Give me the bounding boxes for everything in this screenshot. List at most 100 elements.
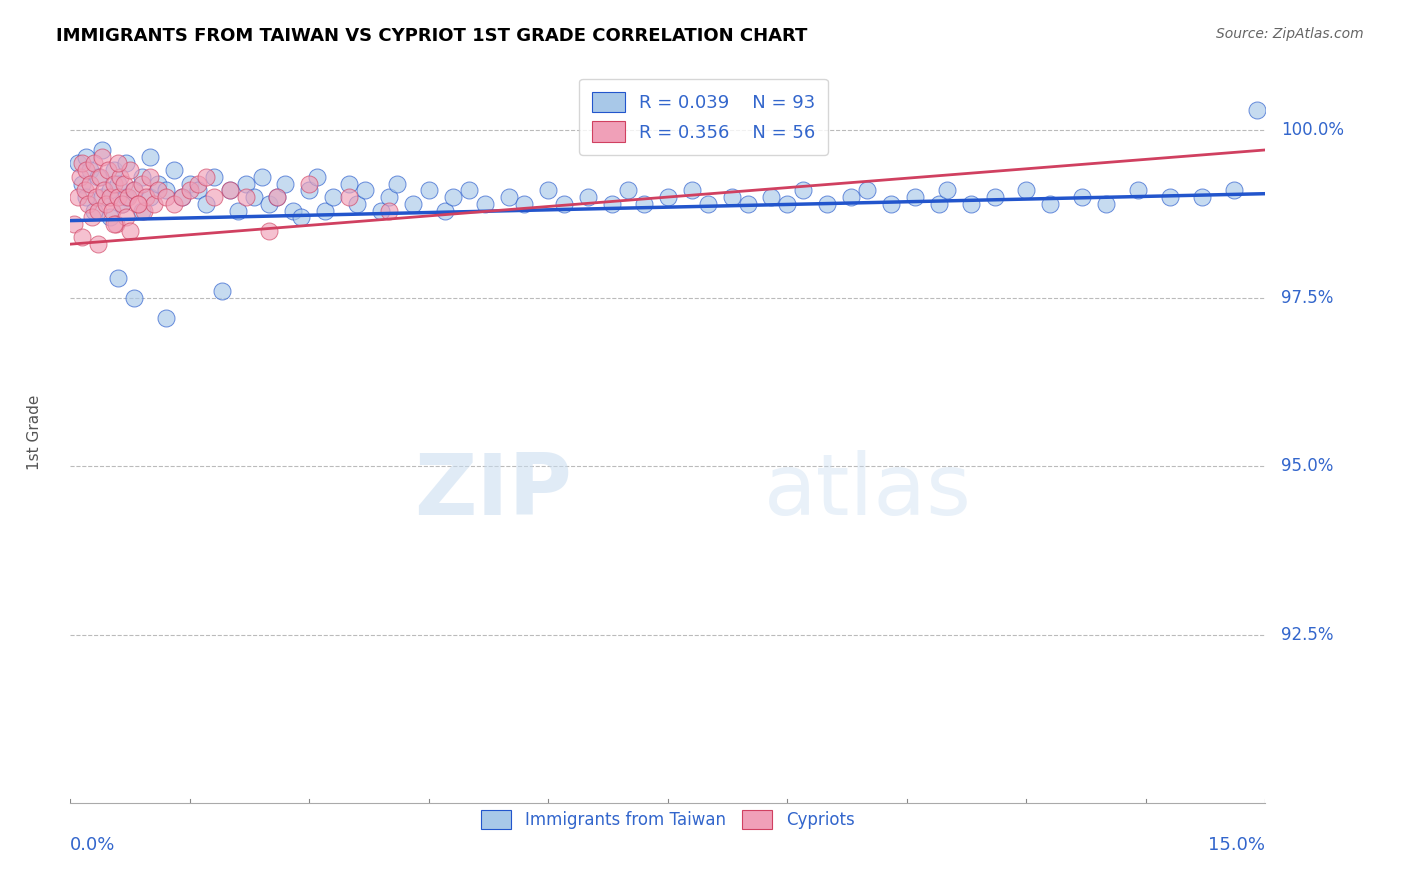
Point <box>235 190 257 204</box>
Point <box>67 156 90 170</box>
Point <box>107 177 129 191</box>
Point <box>87 169 110 184</box>
Point <box>76 196 98 211</box>
Point <box>75 163 97 178</box>
Point <box>815 196 838 211</box>
Point <box>761 190 783 204</box>
Point <box>96 196 118 211</box>
Point <box>127 196 149 211</box>
Point <box>457 183 479 197</box>
Point <box>226 203 249 218</box>
Point <box>681 183 703 197</box>
Point <box>70 177 93 191</box>
Point <box>576 190 599 204</box>
Point <box>67 190 90 204</box>
Point <box>194 169 217 184</box>
Point <box>928 196 950 211</box>
Point <box>720 190 742 204</box>
Point <box>170 190 193 204</box>
Point <box>155 311 177 326</box>
Point <box>1039 196 1062 211</box>
Point <box>274 177 297 191</box>
Text: ZIP: ZIP <box>415 450 572 533</box>
Point <box>354 183 377 197</box>
Point <box>737 196 759 211</box>
Point <box>120 163 141 178</box>
Point <box>537 183 560 197</box>
Point <box>298 183 321 197</box>
Point <box>83 156 105 170</box>
Point <box>259 196 281 211</box>
Point <box>131 203 153 218</box>
Text: 95.0%: 95.0% <box>1281 458 1334 475</box>
Point <box>112 177 135 191</box>
Text: Source: ZipAtlas.com: Source: ZipAtlas.com <box>1216 27 1364 41</box>
Text: 1st Grade: 1st Grade <box>27 395 42 470</box>
Point <box>107 270 129 285</box>
Point <box>498 190 520 204</box>
Point <box>111 196 134 211</box>
Point <box>122 291 145 305</box>
Point <box>696 196 718 211</box>
Point <box>290 211 312 225</box>
Point <box>194 196 217 211</box>
Point <box>122 183 145 197</box>
Point <box>1071 190 1094 204</box>
Point <box>1191 190 1213 204</box>
Point <box>259 224 281 238</box>
Point <box>170 190 193 204</box>
Point <box>617 183 640 197</box>
Point <box>135 190 157 204</box>
Point <box>63 217 86 231</box>
Text: 100.0%: 100.0% <box>1281 120 1344 139</box>
Point <box>127 196 149 211</box>
Point <box>146 177 169 191</box>
Point <box>104 217 127 231</box>
Point <box>70 156 93 170</box>
Point <box>314 203 336 218</box>
Point <box>98 211 121 225</box>
Point <box>1015 183 1038 197</box>
Point <box>117 190 139 204</box>
Point <box>75 190 97 204</box>
Point <box>657 190 679 204</box>
Point <box>75 150 97 164</box>
Point <box>179 177 201 191</box>
Point <box>79 163 101 178</box>
Point <box>103 217 125 231</box>
Point <box>307 169 329 184</box>
Point <box>322 190 344 204</box>
Point <box>122 183 145 197</box>
Point <box>378 203 401 218</box>
Point <box>553 196 575 211</box>
Point <box>218 183 240 197</box>
Point <box>120 224 141 238</box>
Point <box>80 211 103 225</box>
Point <box>163 196 186 211</box>
Point <box>904 190 927 204</box>
Point <box>89 169 111 184</box>
Point <box>143 196 166 211</box>
Point <box>346 196 368 211</box>
Point <box>87 203 110 218</box>
Point <box>370 203 392 218</box>
Point <box>69 169 91 184</box>
Point <box>132 203 155 218</box>
Point <box>474 196 496 211</box>
Point <box>91 150 114 164</box>
Point <box>235 177 257 191</box>
Point <box>983 190 1005 204</box>
Point <box>163 163 186 178</box>
Point <box>433 203 456 218</box>
Point <box>187 183 209 197</box>
Point <box>139 150 162 164</box>
Point <box>103 177 125 191</box>
Point <box>633 196 655 211</box>
Point <box>378 190 401 204</box>
Point <box>600 196 623 211</box>
Point <box>337 177 360 191</box>
Point <box>402 196 425 211</box>
Point <box>513 196 536 211</box>
Point <box>211 285 233 299</box>
Text: 15.0%: 15.0% <box>1208 837 1265 855</box>
